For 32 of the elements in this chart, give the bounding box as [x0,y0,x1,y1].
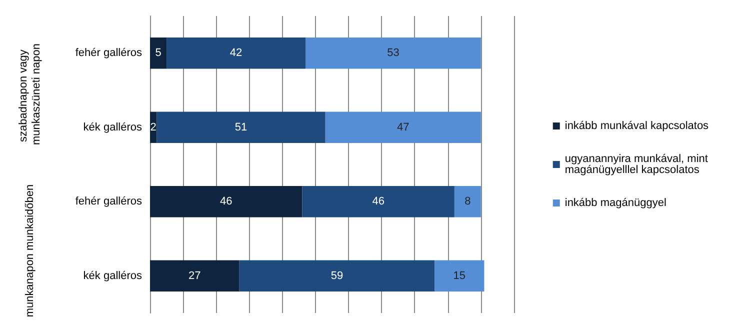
y-tick-label: fehér galléros [75,196,142,208]
legend-label: inkább munkával kapcsolatos [564,120,710,132]
bar [150,38,167,69]
bar [150,260,240,292]
data-label: 46 [220,196,232,208]
data-label: 42 [230,47,242,60]
data-label: 51 [234,121,248,134]
y-tick-label: kék galléros [83,270,142,282]
text: szabadnapon vagy munkaszüneti napon [18,43,42,146]
legend-label: inkább magánüggyel [564,197,666,209]
bar [166,38,306,69]
data-label: 8 [464,196,471,208]
data-label: 59 [330,270,344,282]
bar [434,260,484,292]
bar [454,186,481,218]
bar [239,260,435,292]
bar [325,112,481,143]
bar [302,186,454,218]
bar [306,38,481,69]
data-label: 27 [188,270,201,282]
data-label: 53 [387,47,400,60]
data-label: 5 [155,47,162,60]
text: munkanapon munkaidőben [24,184,36,318]
data-label: 2 [150,121,156,134]
bar [156,112,326,143]
bar [150,186,302,218]
data-label: 46 [372,196,384,208]
y-tick-label: kék galléros [83,121,142,134]
data-label: 15 [453,270,466,282]
legend-label: ugyanannyira munkával, mint magánügyelllel kapcsolatos [564,153,712,176]
data-label: 47 [397,121,410,134]
y-tick-label: fehér galléros [75,47,142,60]
